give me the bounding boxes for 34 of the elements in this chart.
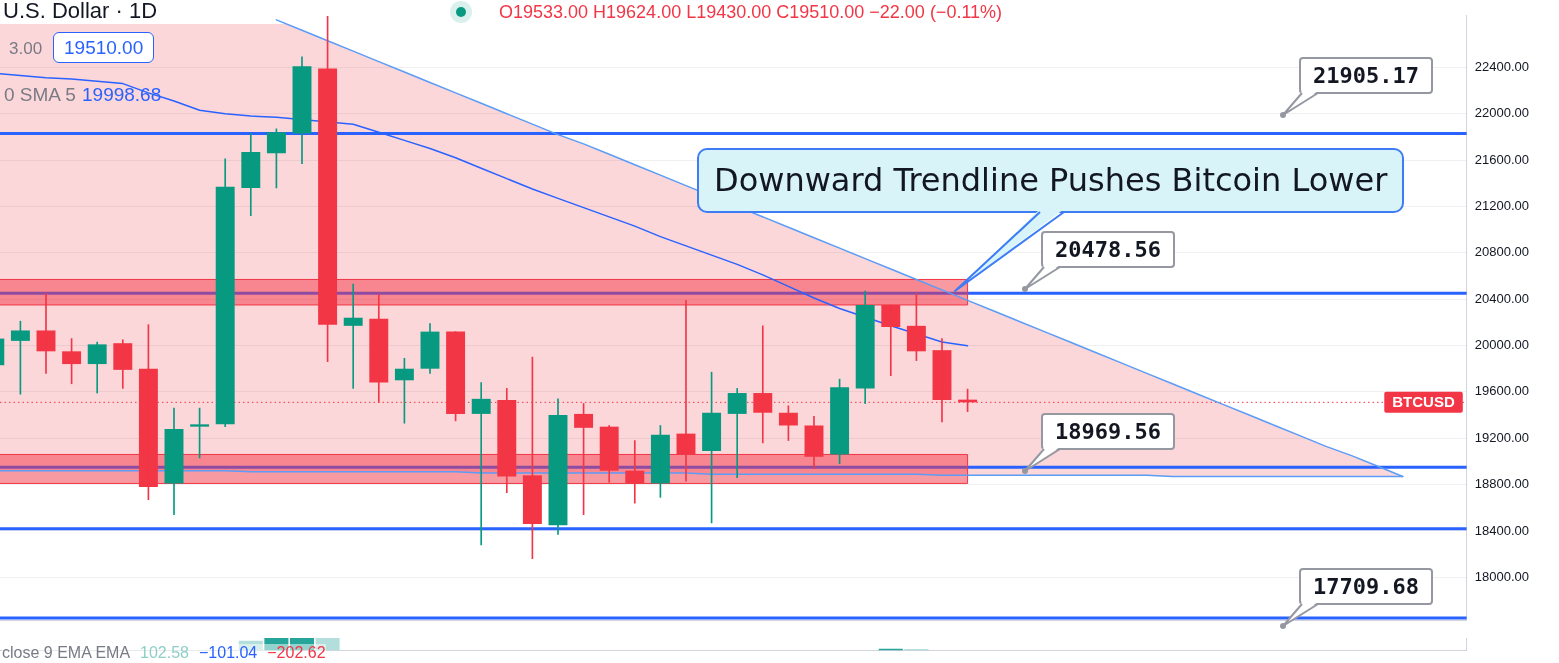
annotation: 3.00 <box>9 39 43 58</box>
annotation: 19510.00 <box>64 37 144 58</box>
candlestick <box>727 388 747 478</box>
annotation: 19998.68 <box>82 84 162 105</box>
candlestick <box>113 339 133 389</box>
annotation: 0 SMA 5 <box>4 84 76 105</box>
chart-title: close 9 EMA EMA <box>2 644 131 662</box>
chart-subtitle: O19533.00 H19624.00 L19430.00 C19510.00 −22.00 (−0.11%) <box>499 1 1003 23</box>
annotation: 21905.17 <box>1313 63 1419 88</box>
annotation: 18969.56 <box>1055 419 1161 444</box>
price-box: 19510.00 <box>53 32 155 63</box>
annotation: −202.62 <box>267 644 326 662</box>
y-tick-label: 20800.00 <box>1474 244 1530 260</box>
candlestick <box>215 158 235 427</box>
annotation: 102.58 <box>140 644 189 662</box>
y-tick-label: 22400.00 <box>1474 58 1530 74</box>
chart-title: U.S. Dollar · 1D <box>3 0 158 23</box>
y-tick-label: 21600.00 <box>1474 151 1530 167</box>
y-tick-label: 19200.00 <box>1474 429 1530 445</box>
y-tick-label: 19600.00 <box>1474 383 1530 399</box>
y-tick-label: 21200.00 <box>1474 198 1530 214</box>
annotation: Downward Trendline Pushes Bitcoin Lower <box>714 161 1388 199</box>
y-tick-label: 20400.00 <box>1474 290 1530 306</box>
candlestick <box>241 133 261 217</box>
annotation: 17709.68 <box>1313 574 1419 599</box>
annotation: −101.04 <box>198 644 258 662</box>
y-tick-label: 18800.00 <box>1474 476 1530 492</box>
candlestick <box>87 341 107 394</box>
y-tick-label: 18000.00 <box>1474 568 1530 584</box>
y-tick-label: 18400.00 <box>1474 522 1530 538</box>
annotation: 20478.56 <box>1055 237 1161 262</box>
ref-line-label: BTCUSD <box>1392 393 1455 411</box>
y-tick-label: 20000.00 <box>1474 337 1530 353</box>
y-tick-label: 22000.00 <box>1474 105 1530 121</box>
